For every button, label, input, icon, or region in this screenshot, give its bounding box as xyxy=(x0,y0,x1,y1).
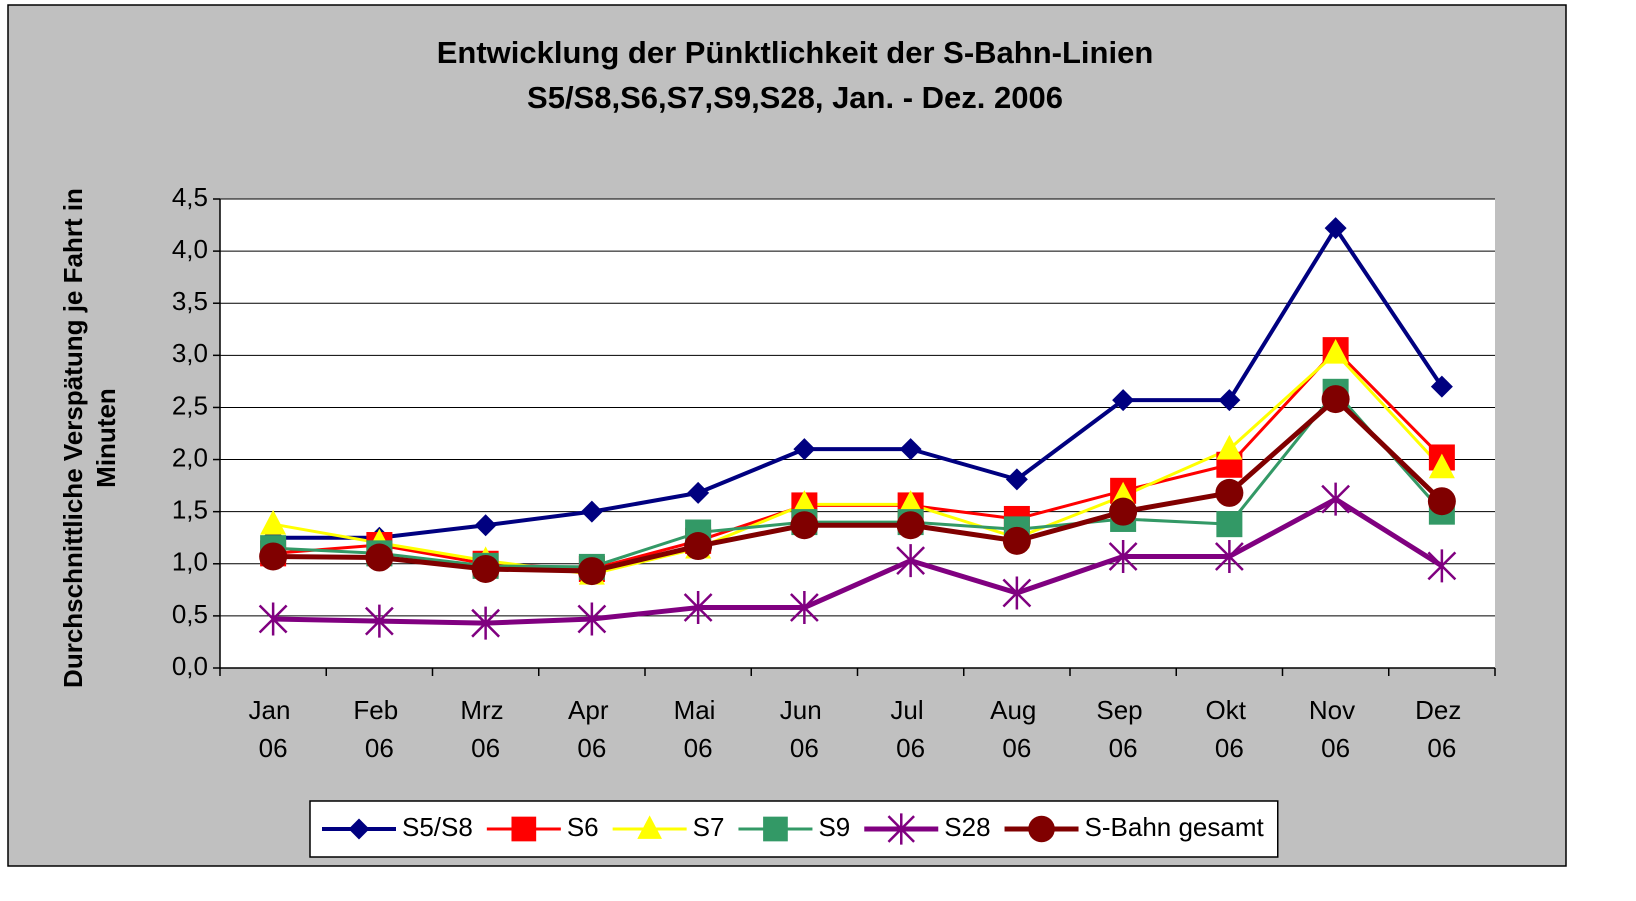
marker xyxy=(1109,497,1138,526)
marker xyxy=(1324,217,1347,240)
chart-title: Entwicklung der Pünktlichkeit der S-Bahn… xyxy=(437,35,1154,70)
marker xyxy=(791,490,818,515)
y-tick-label: 0,0 xyxy=(172,651,208,681)
x-tick-label: Dez 06 xyxy=(1415,695,1468,763)
marker xyxy=(1218,389,1241,412)
y-tick-label: 4,5 xyxy=(172,182,208,212)
y-tick-label: 3,5 xyxy=(172,286,208,316)
marker xyxy=(763,816,788,842)
marker xyxy=(790,511,819,540)
y-tick-label: 1,0 xyxy=(172,547,208,577)
marker xyxy=(1321,385,1350,414)
y-axis-label: Durchschnittliche Verspätung je Fahrt in xyxy=(58,188,88,688)
marker xyxy=(896,511,925,540)
y-tick-label: 2,5 xyxy=(172,390,208,420)
marker xyxy=(1322,338,1349,364)
legend-label: S9 xyxy=(818,812,850,842)
marker xyxy=(1216,434,1243,460)
series-line xyxy=(272,351,1443,576)
marker xyxy=(1427,549,1457,583)
x-tick-label: Sep 06 xyxy=(1096,695,1150,763)
y-tick-label: 3,0 xyxy=(172,338,208,368)
marker xyxy=(899,438,922,461)
y-tick-label: 0,5 xyxy=(172,599,208,629)
series-line xyxy=(273,496,1444,626)
marker xyxy=(896,544,926,578)
marker xyxy=(1112,389,1135,412)
y-tick-label: 1,5 xyxy=(172,495,208,525)
marker xyxy=(637,815,662,839)
x-tick-label: Jan 06 xyxy=(249,695,298,763)
chart-subtitle: S5/S8,S6,S7,S9,S28, Jan. - Dez. 2006 xyxy=(527,80,1063,115)
marker xyxy=(577,557,606,586)
legend-label: S28 xyxy=(944,812,990,842)
x-tick-label: Feb 06 xyxy=(353,695,405,763)
plot-area xyxy=(220,199,1495,668)
marker xyxy=(683,591,713,625)
marker xyxy=(1430,375,1453,398)
series-line xyxy=(273,226,1444,540)
x-tick-label: Nov 06 xyxy=(1309,695,1362,763)
marker xyxy=(348,818,370,840)
x-tick-label: Jun 06 xyxy=(780,695,829,763)
legend: S5/S8 S6 S7 S9 S28 S-Bahn gesamt xyxy=(309,800,1279,858)
legend-label: S5/S8 xyxy=(402,812,473,842)
marker xyxy=(474,514,497,537)
marker xyxy=(511,816,537,842)
marker xyxy=(684,532,713,561)
marker xyxy=(793,438,816,461)
marker xyxy=(897,490,924,515)
marker xyxy=(1215,478,1244,507)
marker xyxy=(789,591,819,625)
marker xyxy=(1321,482,1351,516)
marker xyxy=(1428,453,1455,479)
marker xyxy=(887,813,915,845)
legend-label: S6 xyxy=(567,812,599,842)
marker xyxy=(259,542,288,571)
series-line xyxy=(273,396,1444,574)
marker xyxy=(365,543,394,572)
x-tick-label: Mai 06 xyxy=(674,695,723,763)
marker xyxy=(258,602,288,636)
marker xyxy=(1216,511,1243,538)
marker xyxy=(687,481,710,504)
marker xyxy=(1108,539,1138,573)
marker xyxy=(580,500,603,523)
marker xyxy=(364,604,394,638)
marker xyxy=(471,554,500,583)
y-tick-label: 2,0 xyxy=(172,442,208,472)
x-tick-label: Mrz 06 xyxy=(460,695,511,763)
legend-label: S-Bahn gesamt xyxy=(1085,812,1265,842)
marker xyxy=(1002,576,1032,610)
marker xyxy=(1028,815,1055,843)
marker xyxy=(260,509,287,535)
x-tick-label: Aug 06 xyxy=(990,695,1044,763)
y-axis-label: Minuten xyxy=(91,388,121,488)
x-tick-label: Okt 06 xyxy=(1206,695,1254,763)
y-tick-label: 4,0 xyxy=(172,234,208,264)
marker xyxy=(1002,526,1031,555)
marker xyxy=(577,602,607,636)
marker xyxy=(471,606,501,640)
marker xyxy=(1214,539,1244,573)
x-tick-label: Jul 06 xyxy=(890,695,930,763)
marker xyxy=(1427,487,1456,516)
x-tick-label: Apr 06 xyxy=(568,695,616,763)
legend-label: S7 xyxy=(693,812,725,842)
series-line xyxy=(273,390,1444,569)
marker xyxy=(1005,468,1028,491)
